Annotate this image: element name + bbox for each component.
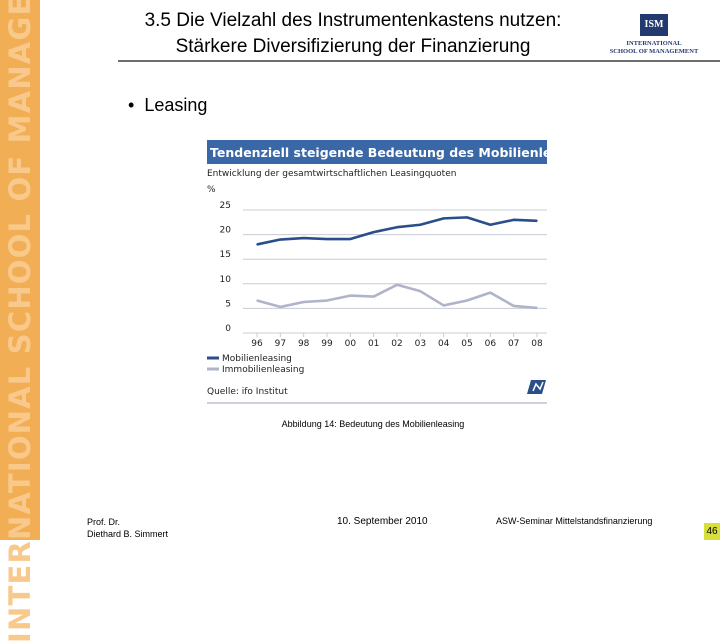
data-point [489, 291, 492, 294]
footer-date: 10. September 2010 [337, 516, 428, 527]
y-tick-label: 20 [220, 226, 232, 236]
data-point [349, 238, 352, 240]
chart-source: Quelle: ifo Institut [207, 387, 288, 397]
footer-author-line1: Prof. Dr. [87, 517, 121, 527]
footer-event: ASW-Seminar Mittelstandsfinanzierung [496, 516, 653, 526]
bullet-text: Leasing [144, 95, 208, 115]
series-line-immobilienleasing [256, 283, 538, 310]
data-point [466, 299, 468, 302]
data-point [372, 231, 375, 233]
data-point [466, 216, 468, 219]
figure-caption: Abbildung 14: Bedeutung des Mobilienleas… [281, 419, 465, 429]
ifo-logo-icon [527, 380, 546, 394]
chart-grid [243, 209, 547, 334]
data-point [489, 223, 492, 226]
y-tick-label: 5 [225, 299, 231, 309]
chart-y-unit: % [207, 185, 216, 195]
bullet-dot-icon: • [128, 95, 135, 115]
data-point [349, 294, 352, 297]
x-tick-label: 96 [251, 339, 263, 349]
chart-x-ticks: 96 97 98 99 00 01 02 03 04 05 06 07 08 [251, 333, 543, 349]
data-point [396, 283, 398, 286]
y-tick-label: 25 [220, 201, 231, 211]
x-tick-label: 99 [321, 339, 333, 349]
x-tick-label: 04 [438, 339, 450, 349]
data-point [536, 220, 538, 222]
data-point [442, 304, 445, 307]
title-divider [118, 60, 720, 62]
logo-line1: INTERNATIONAL [626, 40, 682, 47]
x-tick-label: 00 [345, 339, 357, 349]
y-tick-label: 0 [225, 324, 231, 334]
x-tick-label: 98 [298, 339, 310, 349]
data-point [326, 238, 328, 240]
x-tick-label: 97 [275, 339, 286, 349]
slide-title-line1: 3.5 Die Vielzahl des Instrumentenkastens… [144, 10, 562, 31]
chart-subtitle: Entwicklung der gesamtwirtschaftlichen L… [207, 169, 456, 179]
data-point [302, 237, 305, 239]
data-point [536, 307, 538, 309]
data-point [512, 219, 515, 221]
leasing-chart: Tendenziell steigende Bedeutung des Mobi… [207, 140, 549, 404]
x-tick-label: 02 [391, 339, 402, 349]
x-tick-label: 06 [485, 339, 497, 349]
chart-title: Tendenziell steigende Bedeutung des Mobi… [210, 145, 549, 160]
data-point [442, 217, 445, 220]
data-point [372, 295, 375, 298]
data-point [419, 290, 422, 292]
chart-title-bar [207, 140, 547, 164]
x-tick-label: 05 [461, 339, 472, 349]
y-tick-label: 15 [220, 250, 231, 260]
x-tick-label: 07 [508, 339, 519, 349]
footer-author-line2: Diethard B. Simmert [87, 529, 169, 539]
data-point [279, 238, 282, 241]
data-point [396, 226, 398, 229]
x-tick-label: 08 [531, 339, 543, 349]
data-point [512, 305, 515, 307]
slide-title-line2: Stärkere Diversifizierung der Finanzieru… [175, 36, 531, 57]
footer-author: Prof. Dr. Diethard B. Simmert [87, 516, 168, 540]
legend-label: Mobilienleasing [222, 354, 292, 364]
x-tick-label: 01 [368, 339, 379, 349]
y-tick-label: 10 [220, 275, 232, 285]
ism-logo: ISM INTERNATIONAL SCHOOL OF MANAGEMENT [604, 12, 704, 58]
data-point [326, 299, 328, 302]
data-point [419, 223, 422, 226]
logo-line2: SCHOOL OF MANAGEMENT [609, 48, 699, 55]
chart-series [256, 216, 538, 310]
sidebar-brand-text: INTERNATIONAL SCHOOL OF MANAGEMENT [3, 0, 37, 643]
legend-label: Immobilienleasing [222, 365, 304, 375]
data-point [256, 299, 258, 302]
x-tick-label: 03 [415, 339, 426, 349]
bullet-item: • Leasing [128, 95, 207, 116]
ism-logo-icon: ISM [640, 14, 668, 36]
series-line-mobilienleasing [256, 216, 538, 246]
page-number: 46 [704, 523, 720, 540]
data-point [256, 243, 258, 246]
slide-title: 3.5 Die Vielzahl des Instrumentenkastens… [118, 8, 588, 60]
data-point [302, 301, 305, 303]
chart-y-ticks: 0 5 10 15 20 25 [220, 201, 232, 334]
side-band: INTERNATIONAL SCHOOL OF MANAGEMENT [0, 0, 40, 643]
data-point [279, 306, 282, 308]
